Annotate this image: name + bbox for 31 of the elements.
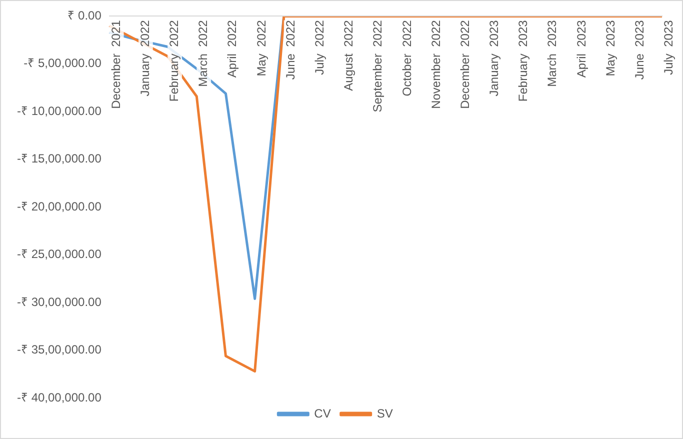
x-tick-label: May 2022 xyxy=(254,20,268,76)
x-tick-label: January 2023 xyxy=(487,20,502,96)
legend-label: CV xyxy=(314,406,331,420)
x-tick-label: June 2023 xyxy=(632,20,646,80)
x-tick-label: March 2023 xyxy=(545,20,560,87)
x-tick-label: May 2023 xyxy=(603,20,618,76)
x-tick-label: April 2022 xyxy=(225,20,240,78)
y-tick-label: -₹ 10,00,000.00 xyxy=(16,104,102,118)
x-tick-label: July 2022 xyxy=(312,20,326,75)
x-tick-label: July 2023 xyxy=(662,20,676,75)
y-tick-label: -₹ 25,00,000.00 xyxy=(16,247,102,262)
y-tick-label: -₹ 20,00,000.00 xyxy=(16,199,102,214)
x-tick-label: June 2022 xyxy=(283,20,298,80)
x-tick-label: September 2022 xyxy=(370,20,385,112)
y-tick-label: -₹ 35,00,000.00 xyxy=(16,342,102,357)
legend-label: SV xyxy=(376,406,393,420)
y-tick-label: -₹ 15,00,000.00 xyxy=(16,152,102,166)
x-tick-label: November 2022 xyxy=(428,20,443,109)
y-tick-label: ₹ 0.00 xyxy=(68,8,102,23)
x-tick-label: March 2022 xyxy=(196,20,210,87)
x-tick-label: December 2021 xyxy=(108,20,123,109)
x-tick-label: January 2022 xyxy=(138,20,152,96)
x-tick-label: April 2023 xyxy=(574,20,588,78)
x-tick-label: February 2023 xyxy=(516,20,530,102)
x-tick-label: December 2022 xyxy=(458,20,472,109)
x-tick-label: February 2022 xyxy=(167,20,182,102)
x-tick-label: August 2022 xyxy=(342,20,356,91)
y-tick-label: -₹ 40,00,000.00 xyxy=(16,390,102,404)
y-tick-label: -₹ 30,00,000.00 xyxy=(16,294,102,309)
x-tick-label: October 2022 xyxy=(400,20,414,96)
y-tick-label: -₹ 5,00,000.00 xyxy=(24,56,102,70)
